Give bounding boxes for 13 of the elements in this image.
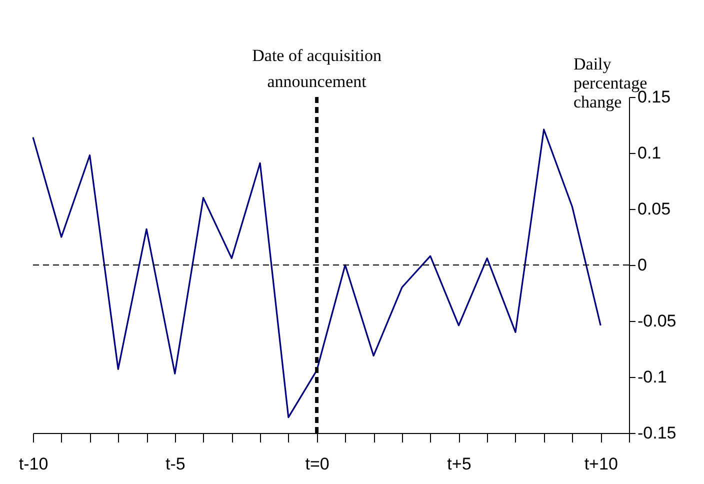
line-series xyxy=(32,128,602,418)
y-tick-label: 0.1 xyxy=(638,144,662,162)
y-tick-label: 0 xyxy=(638,256,647,274)
y-tick-label: 0.05 xyxy=(638,200,671,218)
y-tick-label: -0.05 xyxy=(638,312,676,330)
ref-line-label: Date of acquisition announcement xyxy=(252,46,382,91)
x-tick-label: t+5 xyxy=(447,454,472,474)
x-tick-label: t-10 xyxy=(18,454,48,474)
y-tick-label: -0.15 xyxy=(638,424,676,442)
y-tick-label: -0.1 xyxy=(638,368,667,386)
x-tick-label: t+10 xyxy=(584,454,618,474)
x-tick-label: t-5 xyxy=(165,454,186,474)
x-tick-label: t=0 xyxy=(305,454,330,474)
